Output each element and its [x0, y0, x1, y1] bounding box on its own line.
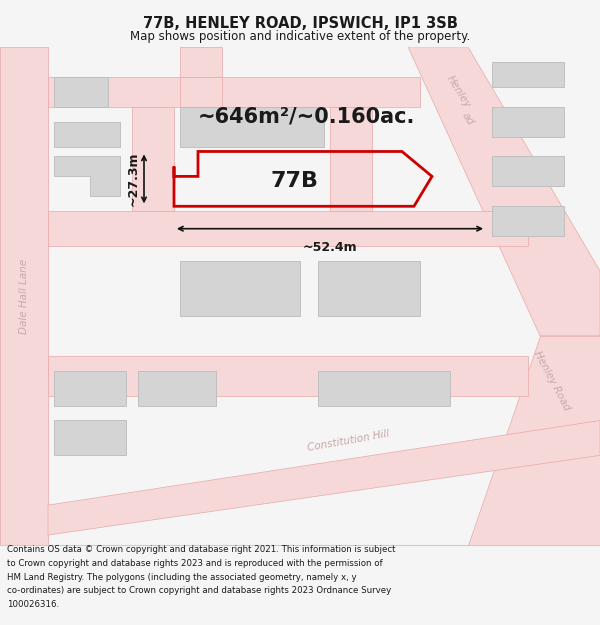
Text: 100026316.: 100026316. — [7, 600, 59, 609]
Text: Dale Hall Lane: Dale Hall Lane — [19, 258, 29, 334]
Polygon shape — [54, 156, 120, 196]
Text: Henley: Henley — [445, 74, 473, 109]
Text: ~52.4m: ~52.4m — [302, 241, 358, 254]
Polygon shape — [318, 261, 420, 316]
Polygon shape — [180, 261, 300, 316]
Text: to Crown copyright and database rights 2023 and is reproduced with the permissio: to Crown copyright and database rights 2… — [7, 559, 383, 568]
Polygon shape — [180, 77, 222, 107]
Text: 77B: 77B — [270, 171, 318, 191]
Polygon shape — [492, 107, 564, 136]
Polygon shape — [48, 77, 420, 107]
Text: ~646m²/~0.160ac.: ~646m²/~0.160ac. — [197, 107, 415, 127]
Polygon shape — [0, 47, 48, 545]
Polygon shape — [48, 356, 528, 396]
Polygon shape — [48, 211, 528, 246]
Polygon shape — [492, 156, 564, 186]
Text: 77B, HENLEY ROAD, IPSWICH, IP1 3SB: 77B, HENLEY ROAD, IPSWICH, IP1 3SB — [143, 16, 457, 31]
Polygon shape — [54, 371, 126, 406]
Polygon shape — [408, 47, 600, 336]
Text: Map shows position and indicative extent of the property.: Map shows position and indicative extent… — [130, 30, 470, 42]
Polygon shape — [54, 421, 126, 456]
Polygon shape — [54, 122, 120, 146]
Text: Henley Road: Henley Road — [532, 349, 572, 412]
Polygon shape — [330, 107, 372, 211]
Text: Constitution Hill: Constitution Hill — [306, 428, 390, 452]
Text: Contains OS data © Crown copyright and database right 2021. This information is : Contains OS data © Crown copyright and d… — [7, 545, 396, 554]
Text: ~27.3m: ~27.3m — [126, 152, 139, 206]
Polygon shape — [48, 421, 600, 535]
Polygon shape — [138, 371, 216, 406]
Polygon shape — [180, 107, 324, 146]
Polygon shape — [492, 62, 564, 87]
Text: HM Land Registry. The polygons (including the associated geometry, namely x, y: HM Land Registry. The polygons (includin… — [7, 572, 357, 581]
Polygon shape — [468, 336, 600, 545]
Text: ad: ad — [460, 111, 476, 128]
Text: co-ordinates) are subject to Crown copyright and database rights 2023 Ordnance S: co-ordinates) are subject to Crown copyr… — [7, 586, 391, 595]
Polygon shape — [132, 107, 174, 211]
Polygon shape — [180, 47, 222, 77]
Polygon shape — [492, 206, 564, 236]
Polygon shape — [54, 77, 108, 107]
Polygon shape — [318, 371, 450, 406]
